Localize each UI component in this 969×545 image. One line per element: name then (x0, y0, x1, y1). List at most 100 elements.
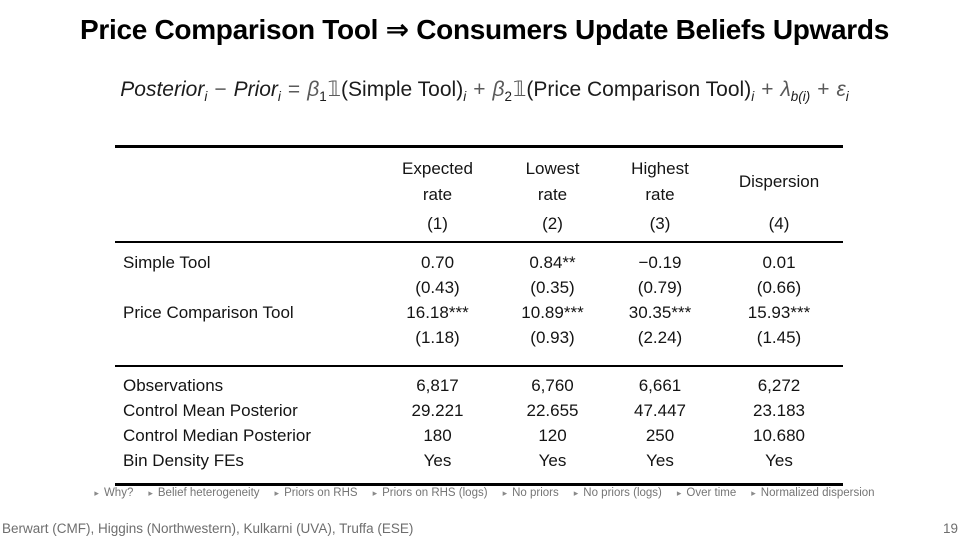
model-equation: Posteriori − Priori = β1𝟙(Simple Tool)i + β2𝟙(… (0, 77, 969, 104)
stat-cell: 6,661 (638, 376, 682, 395)
eq-regressor-simple-tool: (Simple Tool) (341, 78, 464, 101)
nav-link-label: Belief heterogeneity (157, 487, 260, 499)
column-header-text: rate (537, 185, 568, 204)
stat-cell: 6,760 (531, 376, 574, 395)
nav-link-no-priors[interactable]: ▸ No priors (503, 487, 559, 499)
column-header-text: rate (422, 185, 453, 204)
eq-epsilon: ε (836, 78, 846, 101)
eq-beta1-index: 1 (319, 89, 327, 105)
se-cell: (0.66) (756, 278, 802, 297)
eq-posterior-sub: i (204, 89, 208, 105)
footer: Berwart (CMF), Higgins (Northwestern), K… (0, 521, 969, 536)
footer-authors: Berwart (CMF), Higgins (Northwestern), K… (2, 521, 414, 536)
eq-beta2-index: 2 (504, 89, 512, 105)
column-header-text: Highest (631, 159, 689, 178)
header-row: Expected rate (1) Lowest rate (2) Highest r… (115, 147, 843, 243)
nav-link-no-priors-logs[interactable]: ▸ No priors (logs) (574, 487, 662, 499)
row-label: Control Median Posterior (123, 426, 312, 445)
row-label: Control Mean Posterior (123, 401, 298, 420)
eq-minus-operator: − (214, 78, 227, 101)
triangle-bullet-icon: ▸ (573, 487, 579, 498)
jump-links-bar: ▸ Why? ▸ Belief heterogeneity ▸ Priors on R… (0, 487, 969, 499)
column-number: (3) (649, 214, 671, 233)
nav-link-label: Priors on RHS (logs) (382, 487, 488, 499)
stat-row-control-median-posterior: Control Median Posterior 180 120 250 10.… (115, 423, 843, 448)
coefficients-section: Simple Tool 0.70 0.84** −0.19 0.01 (0.43… (115, 242, 843, 366)
eq-indicator-function: 𝟙 (327, 78, 342, 101)
eq-epsilon-sub: i (845, 89, 849, 105)
nav-link-label: Priors on RHS (284, 487, 358, 499)
triangle-bullet-icon: ▸ (274, 487, 280, 498)
slide-title: Price Comparison Tool ⇒ Consumers Update… (80, 14, 889, 45)
se-row-simple-tool: (0.43) (0.35) (0.79) (0.66) (115, 275, 843, 300)
eq-obs-sub: i (751, 89, 755, 105)
nav-link-label: Over time (686, 487, 737, 499)
coefficient-cell: 15.93*** (747, 303, 811, 322)
triangle-bullet-icon: ▸ (94, 487, 99, 498)
column-header-highest-rate: Highest rate (3) (605, 147, 715, 243)
se-cell: (2.24) (637, 328, 683, 347)
coef-row-simple-tool: Simple Tool 0.70 0.84** −0.19 0.01 (115, 242, 843, 275)
triangle-bullet-icon: ▸ (502, 487, 508, 498)
stat-cell: Yes (538, 451, 567, 470)
coefficient-cell: 30.35*** (628, 303, 692, 322)
coefficient-cell: 0.01 (762, 253, 796, 272)
eq-plus-operator: + (761, 78, 774, 101)
se-cell: (0.43) (415, 278, 460, 297)
stat-cell: 250 (645, 426, 675, 445)
statistics-section: Observations 6,817 6,760 6,661 6,272 Con… (115, 366, 843, 485)
stat-cell: Yes (423, 451, 452, 470)
row-label-empty (115, 275, 375, 300)
nav-link-priors-on-rhs-logs[interactable]: ▸ Priors on RHS (logs) (373, 487, 488, 499)
stat-cell: 10.680 (753, 426, 805, 445)
coefficient-cell: 10.89*** (521, 303, 584, 322)
eq-beta2: β (492, 78, 505, 101)
nav-link-label: No priors (512, 487, 559, 499)
se-cell: (0.79) (637, 278, 683, 297)
eq-plus-operator: + (817, 78, 830, 101)
triangle-bullet-icon: ▸ (148, 487, 153, 498)
nav-link-priors-on-rhs[interactable]: ▸ Priors on RHS (275, 487, 358, 499)
stat-cell: 29.221 (411, 401, 464, 420)
se-cell: (1.18) (415, 328, 460, 347)
nav-link-belief-heterogeneity[interactable]: ▸ Belief heterogeneity (148, 487, 259, 499)
nav-link-why[interactable]: ▸ Why? (94, 487, 133, 499)
stat-cell: Yes (765, 451, 793, 470)
stat-row-control-mean-posterior: Control Mean Posterior 29.221 22.655 47.… (115, 398, 843, 423)
page-number: 19 (942, 521, 958, 536)
column-header-text: Lowest (525, 159, 580, 178)
eq-obs-sub: i (463, 89, 467, 105)
triangle-bullet-icon: ▸ (751, 487, 756, 498)
stat-cell: Yes (646, 451, 674, 470)
eq-beta1: β (307, 78, 320, 101)
stat-cell: 23.183 (753, 401, 805, 420)
stat-cell: 47.447 (634, 401, 686, 420)
row-label: Price Comparison Tool (123, 303, 294, 322)
header-empty-cell (115, 147, 375, 243)
column-header-lowest-rate: Lowest rate (2) (500, 147, 605, 243)
nav-link-label: No priors (logs) (583, 487, 662, 499)
table-header: Expected rate (1) Lowest rate (2) Highest r… (115, 147, 843, 243)
se-row-price-comparison-tool: (1.18) (0.93) (2.24) (1.45) (115, 325, 843, 366)
triangle-bullet-icon: ▸ (372, 487, 378, 498)
column-number: (4) (768, 214, 790, 233)
eq-indicator-function: 𝟙 (512, 78, 527, 101)
stat-cell: 120 (538, 426, 567, 445)
column-header-dispersion: Dispersion (4) (715, 147, 843, 243)
coefficient-cell: 0.84** (529, 253, 576, 272)
column-header-text: Dispersion (738, 172, 820, 191)
coefficient-cell: 0.70 (420, 253, 455, 272)
stat-row-observations: Observations 6,817 6,760 6,661 6,272 (115, 366, 843, 398)
row-label-empty (115, 325, 375, 366)
nav-link-label: Normalized dispersion (760, 487, 875, 499)
triangle-bullet-icon: ▸ (676, 487, 682, 498)
stat-cell: 180 (423, 426, 452, 445)
eq-posterior: Posterior (120, 78, 205, 101)
eq-prior: Prior (233, 78, 278, 101)
se-cell: (0.93) (530, 328, 575, 347)
column-number: (2) (542, 214, 563, 233)
nav-link-over-time[interactable]: ▸ Over time (677, 487, 736, 499)
nav-link-normalized-dispersion[interactable]: ▸ Normalized dispersion (751, 487, 874, 499)
stat-cell: 6,272 (757, 376, 801, 395)
